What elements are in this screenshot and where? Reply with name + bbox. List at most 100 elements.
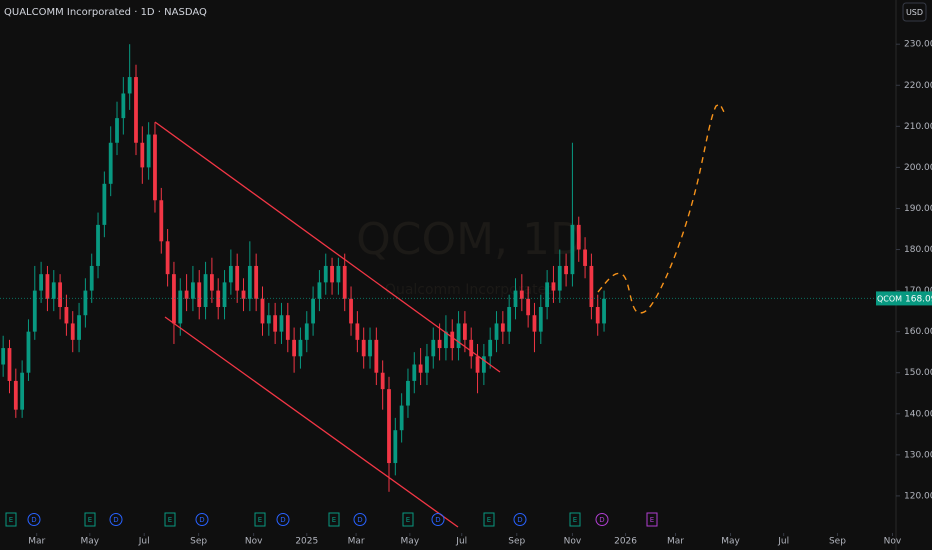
candle-body	[273, 315, 278, 332]
event-earnings	[84, 512, 96, 527]
candle-body	[557, 265, 562, 291]
candle-body	[51, 282, 56, 299]
event-earnings	[254, 512, 266, 527]
x-tick-label: Mar	[28, 537, 45, 547]
event-label: D	[599, 516, 604, 524]
event-label: E	[406, 516, 410, 524]
candle-body	[32, 290, 37, 332]
y-tick-label: 160.00	[904, 327, 932, 337]
y-tick-label: 210.00	[904, 122, 932, 132]
candle-body	[197, 282, 202, 308]
candle-body	[444, 331, 448, 349]
candle-body	[58, 282, 62, 308]
candle-body	[576, 224, 581, 250]
currency-label[interactable]: USD	[906, 8, 923, 17]
candle-body	[317, 282, 322, 299]
y-tick-label: 170.00	[904, 286, 932, 296]
candle-body	[279, 315, 284, 332]
event-dividend	[353, 513, 367, 526]
candle-body	[399, 405, 404, 431]
candle-body	[20, 372, 25, 410]
y-tick-label: 220.00	[904, 81, 932, 91]
event-earnings	[402, 512, 414, 527]
x-tick-label: Nov	[884, 537, 902, 547]
candle-body	[184, 290, 189, 299]
x-tick-label: 2026	[614, 537, 637, 547]
symbol-label: QCOM	[877, 294, 902, 303]
x-tick-label: 2025	[295, 537, 318, 547]
candle-body	[7, 348, 12, 381]
candle-body	[45, 274, 50, 299]
event-label: D	[113, 516, 118, 524]
event-earnings	[483, 512, 495, 527]
candle-body	[336, 265, 341, 283]
candle-body	[450, 331, 455, 349]
candle-body	[89, 265, 94, 291]
event-label: E	[88, 516, 92, 524]
x-tick-label: Jul	[777, 537, 789, 547]
candle-body	[191, 282, 195, 299]
watermark-subtitle: Qualcomm Incorporated	[385, 282, 555, 298]
event-dividend	[431, 513, 445, 526]
candle-body	[545, 282, 550, 308]
candle-body	[462, 323, 467, 340]
candle-body	[589, 265, 594, 308]
candle-body	[64, 307, 69, 324]
event-dividend	[109, 513, 123, 526]
candle-body	[13, 380, 18, 410]
candle-body	[140, 142, 145, 168]
candle-body	[121, 93, 126, 119]
candle-body	[228, 265, 233, 283]
candle-body	[412, 364, 417, 381]
candle-body	[469, 339, 474, 357]
candle-body	[235, 265, 240, 291]
x-tick-label: May	[401, 537, 420, 547]
x-tick-label: May	[81, 537, 100, 547]
event-dividend	[195, 513, 209, 526]
candle-body	[532, 315, 537, 332]
event-label: D	[199, 516, 204, 524]
candle-body	[595, 307, 600, 324]
candle-body	[349, 298, 353, 324]
candle-body	[83, 290, 88, 316]
candle-body	[431, 339, 436, 357]
x-tick-label: Mar	[348, 537, 365, 547]
currency-button[interactable]	[902, 2, 927, 22]
event-earnings	[5, 512, 17, 527]
candle-body	[247, 265, 252, 299]
event-earnings	[646, 512, 658, 527]
price-badge	[903, 291, 932, 306]
event-earnings	[328, 512, 340, 527]
event-dividend	[595, 513, 609, 526]
candle-body	[127, 77, 132, 94]
y-tick-label: 130.00	[904, 450, 932, 460]
candle-body	[134, 77, 138, 143]
candle-body	[355, 323, 360, 340]
candle-body	[323, 265, 328, 283]
candle-body	[570, 224, 575, 275]
event-dividend	[276, 513, 290, 526]
event-label: D	[517, 516, 522, 524]
candle-body	[602, 298, 606, 324]
candle-body	[260, 298, 265, 324]
candle-body	[330, 265, 334, 283]
candle-body	[292, 339, 297, 357]
event-dividend	[27, 513, 41, 526]
candle-body	[216, 290, 221, 308]
candle-body	[406, 380, 410, 406]
x-tick-label: Sep	[190, 537, 207, 547]
candle-body	[380, 372, 385, 390]
candle-body	[304, 323, 309, 340]
event-label: E	[9, 516, 13, 524]
y-tick-label: 140.00	[904, 409, 932, 419]
candle-body	[475, 356, 480, 373]
candle-body	[241, 290, 246, 299]
candle-body	[342, 265, 347, 299]
candle-body	[70, 323, 75, 340]
candle-body	[425, 356, 429, 373]
candle-body	[361, 339, 366, 357]
x-tick-label: Mar	[667, 537, 684, 547]
candle-body	[456, 323, 461, 349]
candle-body	[1, 348, 6, 365]
candle-body	[298, 339, 303, 357]
